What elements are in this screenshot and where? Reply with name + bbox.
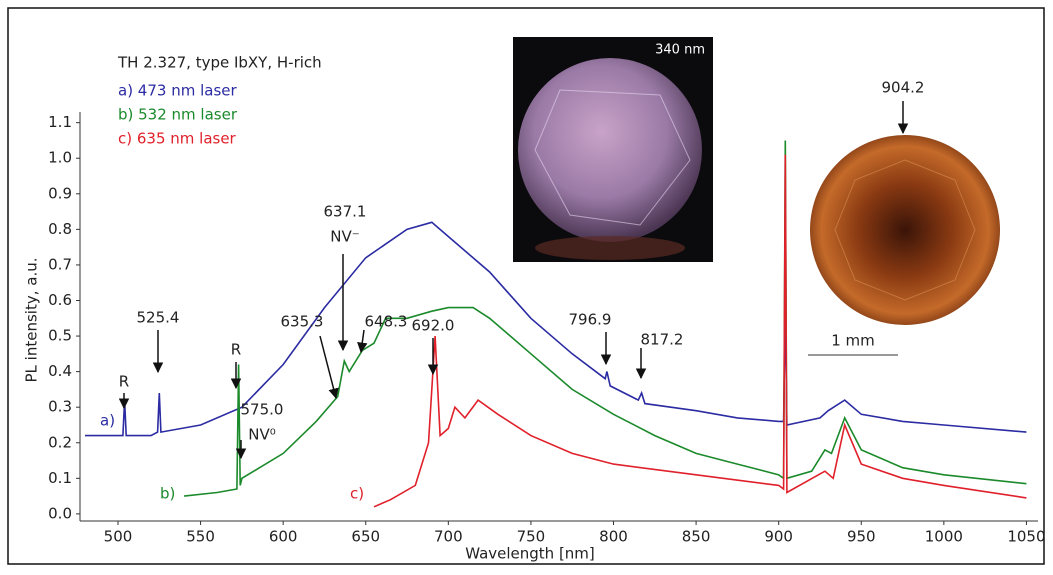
x-tick-label: 600 bbox=[269, 528, 298, 546]
x-tick-label: 900 bbox=[764, 528, 793, 546]
annotation: 575.0 bbox=[241, 401, 284, 419]
frame bbox=[7, 7, 1045, 565]
y-tick-label: 0.2 bbox=[48, 433, 72, 451]
x-axis-label: Wavelength [nm] bbox=[465, 545, 595, 563]
y-tick-label: 0.6 bbox=[48, 291, 72, 309]
curve-label: a) bbox=[100, 412, 115, 430]
annotation: 796.9 bbox=[569, 311, 612, 329]
y-tick-label: 0.1 bbox=[48, 469, 72, 487]
annotation-arrow bbox=[319, 335, 339, 400]
y-tick-label: 0.5 bbox=[48, 327, 72, 345]
x-tick-label: 700 bbox=[434, 528, 463, 546]
y-tick-label: 0.9 bbox=[48, 184, 72, 202]
x-tick-label: 850 bbox=[682, 528, 711, 546]
legend-entry: b) 532 nm laser bbox=[118, 106, 238, 124]
chart-title: TH 2.327, type IbXY, H-rich bbox=[117, 54, 322, 72]
annotation: 817.2 bbox=[641, 331, 684, 349]
series-line bbox=[373, 154, 1027, 508]
inset-label: 340 nm bbox=[655, 43, 705, 58]
series-line bbox=[85, 221, 1027, 437]
annotation: R bbox=[119, 373, 129, 391]
x-tick-label: 550 bbox=[186, 528, 215, 546]
y-tick-label: 0.3 bbox=[48, 398, 72, 416]
y-tick-label: 0.0 bbox=[48, 504, 72, 522]
x-tick-label: 800 bbox=[599, 528, 628, 546]
annotation: 692.0 bbox=[412, 317, 455, 335]
series-line bbox=[184, 140, 1027, 497]
y-tick-label: 0.8 bbox=[48, 220, 72, 238]
annotation: 635.3 bbox=[281, 313, 324, 331]
y-tick-label: 0.7 bbox=[48, 255, 72, 273]
uv-photo bbox=[513, 37, 713, 262]
scale-bar-label: 1 mm bbox=[831, 332, 875, 350]
x-tick-label: 950 bbox=[847, 528, 876, 546]
y-axis-label: PL intensity, a.u. bbox=[23, 258, 41, 383]
annotation: 525.4 bbox=[137, 309, 180, 327]
annotation: 637.1 bbox=[324, 203, 367, 221]
annotation-arrow bbox=[357, 329, 368, 354]
annotation: NV⁰ bbox=[248, 426, 276, 444]
annotation: 648.3 bbox=[365, 313, 408, 331]
legend-entry: a) 473 nm laser bbox=[118, 82, 238, 100]
y-tick-label: 1.0 bbox=[48, 149, 72, 167]
x-tick-label: 650 bbox=[351, 528, 380, 546]
curve-label: c) bbox=[350, 485, 364, 503]
x-tick-label: 1050 bbox=[1007, 528, 1045, 546]
gem-photo bbox=[810, 135, 1000, 325]
curve-label: b) bbox=[160, 485, 175, 503]
annotation: 904.2 bbox=[882, 79, 925, 97]
x-tick-label: 1000 bbox=[925, 528, 963, 546]
annotation: NV⁻ bbox=[330, 228, 359, 246]
x-tick-label: 500 bbox=[104, 528, 133, 546]
legend-entry: c) 635 nm laser bbox=[118, 130, 237, 148]
annotation: R bbox=[231, 341, 241, 359]
y-tick-label: 0.4 bbox=[48, 362, 72, 380]
y-tick-label: 1.1 bbox=[48, 113, 72, 131]
x-tick-label: 750 bbox=[517, 528, 546, 546]
